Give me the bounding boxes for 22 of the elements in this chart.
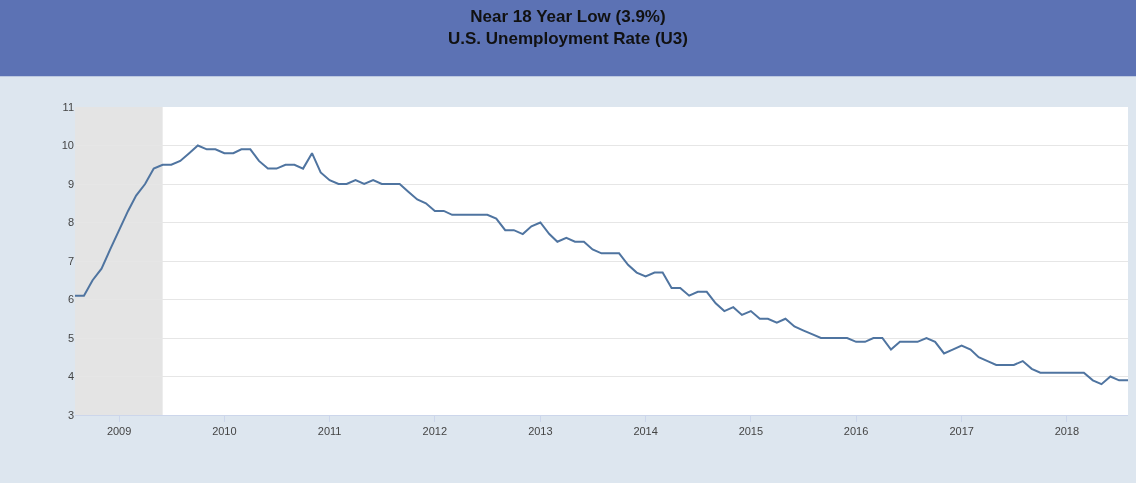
x-tick-label: 2009 — [106, 425, 132, 438]
y-tick-label: 8 — [67, 216, 74, 229]
y-tick-label: 4 — [67, 370, 74, 383]
x-tick-label: 2012 — [422, 425, 448, 438]
y-tick-label: 9 — [67, 177, 74, 190]
y-tick-label: 5 — [67, 331, 74, 344]
x-tick-label: 2013 — [528, 425, 553, 438]
y-tick-label: 3 — [67, 408, 74, 421]
chart-subtitle: U.S. Unemployment Rate (U3) — [448, 28, 688, 48]
x-tick-label: 2016 — [843, 425, 869, 438]
x-tick-label: 2011 — [317, 425, 342, 438]
y-tick-label: 6 — [67, 293, 74, 306]
y-tick-label: 7 — [67, 254, 74, 267]
x-tick-label: 2017 — [949, 425, 974, 438]
x-tick-label: 2018 — [1054, 425, 1080, 438]
chart-title: Near 18 Year Low (3.9%) — [470, 6, 666, 26]
x-tick-label: 2010 — [212, 425, 237, 438]
y-tick-label: 11 — [62, 100, 74, 113]
x-tick-label: 2015 — [738, 425, 764, 438]
y-tick-label: 10 — [61, 139, 74, 152]
x-tick-label: 2014 — [633, 425, 658, 438]
line-series — [75, 144, 1128, 386]
